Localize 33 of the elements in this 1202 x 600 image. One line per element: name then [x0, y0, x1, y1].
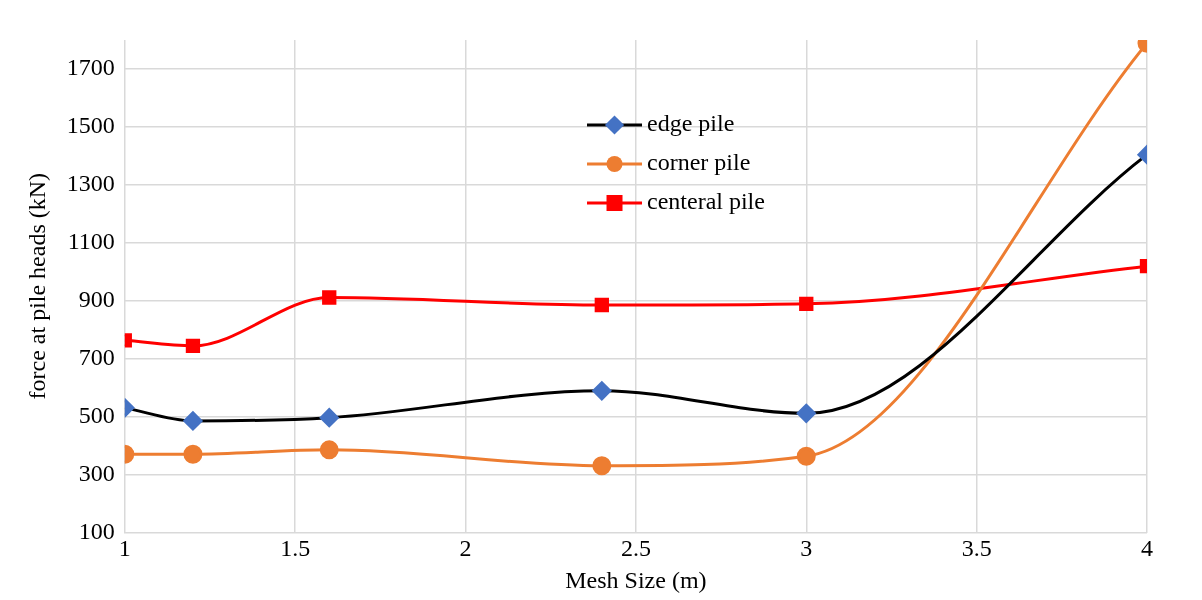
y-tick-label: 1300	[66, 170, 115, 197]
point	[319, 440, 339, 460]
y-tick-label: 300	[78, 459, 115, 486]
y-axis-title: force at pile heads (kN)	[23, 172, 50, 400]
y-tick-label: 700	[78, 343, 115, 370]
x-tick-label: 1	[118, 535, 131, 562]
y-tick-label: 900	[78, 285, 115, 312]
legend-label: centeral pile	[647, 188, 765, 215]
x-tick-label: 4	[1141, 535, 1153, 562]
y-tick-label: 100	[78, 517, 115, 544]
point	[183, 411, 203, 431]
y-tick-label: 1500	[66, 112, 115, 139]
point	[185, 338, 201, 354]
point	[592, 381, 612, 401]
x-tick-label: 2.5	[620, 535, 651, 562]
legend-label: corner pile	[647, 149, 751, 176]
legend-label: edge pile	[647, 110, 735, 137]
y-tick-label: 500	[78, 401, 115, 428]
x-tick-label: 3.5	[961, 535, 992, 562]
point	[183, 444, 203, 464]
point	[592, 456, 612, 476]
point	[594, 297, 609, 313]
x-tick-label: 1.5	[280, 535, 311, 562]
point	[796, 446, 816, 466]
x-tick-label: 3	[800, 535, 813, 562]
point	[796, 403, 816, 423]
point	[319, 408, 339, 428]
point	[322, 290, 337, 305]
x-axis-title: Mesh Size (m)	[565, 566, 707, 593]
y-tick-label: 1700	[66, 54, 115, 81]
point	[799, 296, 814, 312]
x-tick-label: 2	[459, 535, 472, 562]
y-tick-label: 1100	[67, 228, 115, 255]
